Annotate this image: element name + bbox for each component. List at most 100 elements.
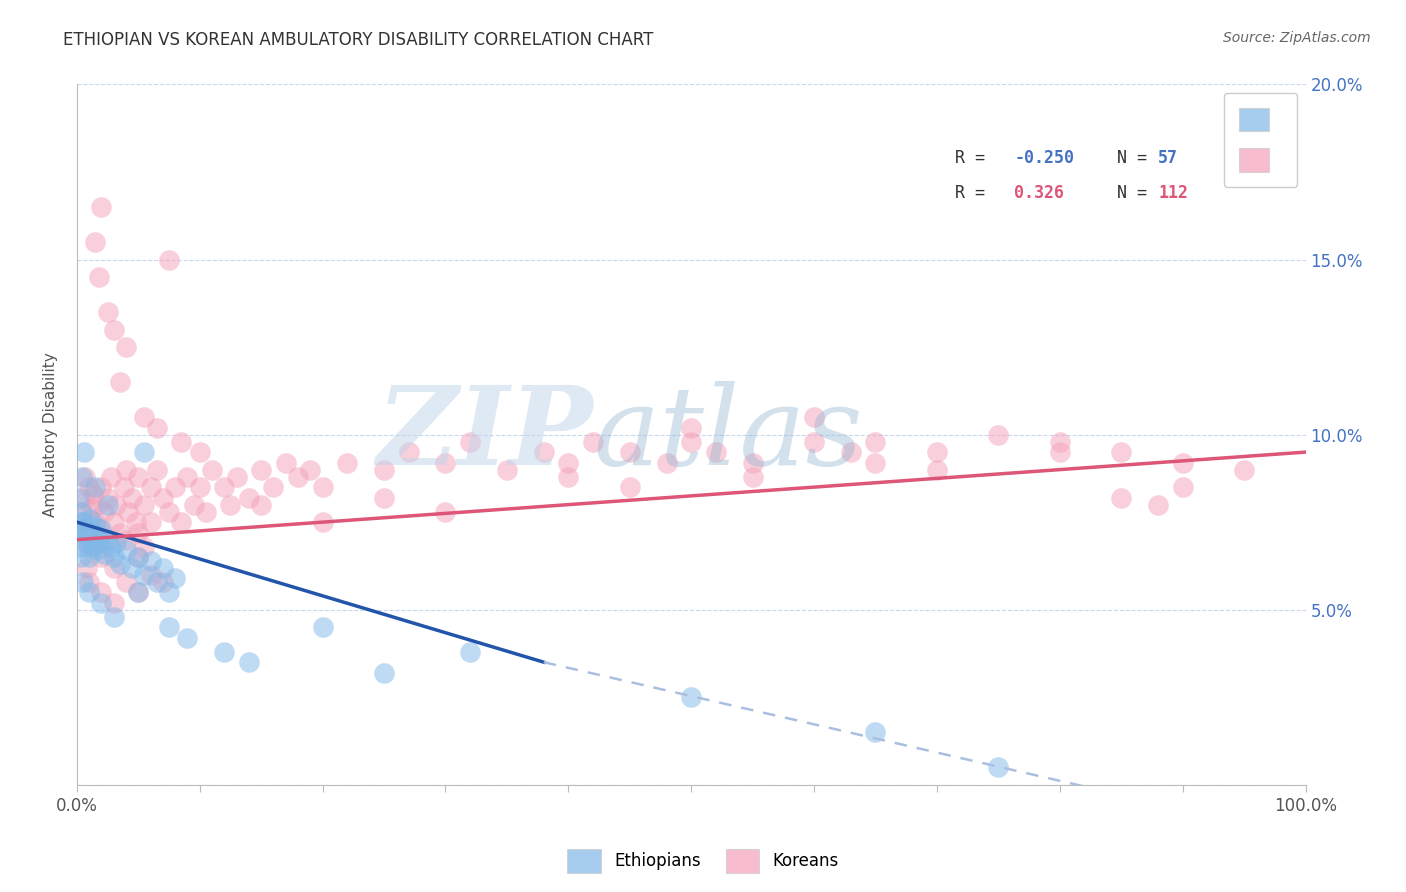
Point [67,491,90,505]
Point [134,410,156,425]
Point [97,533,120,547]
Point [79,511,101,525]
Point [69,515,91,529]
Text: N =: N = [1097,184,1157,202]
Point [108,375,131,389]
Point [655,456,678,470]
Point [115,340,138,354]
Point [1171,456,1194,470]
Point [139,567,162,582]
Point [176,469,198,483]
Point [90,480,112,494]
Point [152,491,174,505]
Point [214,645,236,659]
Point [127,525,149,540]
Text: N =: N = [1097,149,1157,167]
Point [77,540,100,554]
Point [741,469,763,483]
Point [103,322,125,336]
Point [188,445,211,459]
Point [1109,491,1132,505]
Text: atlas: atlas [593,381,862,488]
Point [86,498,108,512]
Point [183,498,205,512]
Point [121,560,143,574]
Text: 112: 112 [1159,184,1188,202]
Point [72,491,94,505]
Point [75,469,97,483]
Point [84,518,107,533]
Point [152,574,174,589]
Point [105,498,128,512]
Point [139,480,162,494]
Point [72,525,94,540]
Point [90,522,112,536]
Point [170,434,193,449]
Point [73,533,96,547]
Point [865,434,887,449]
Y-axis label: Ambulatory Disability: Ambulatory Disability [44,352,58,517]
Point [311,620,333,634]
Point [1049,445,1071,459]
Point [121,491,143,505]
Point [225,469,247,483]
Point [434,505,457,519]
Point [287,469,309,483]
Point [127,585,149,599]
Point [77,518,100,533]
Point [80,501,103,516]
Point [134,445,156,459]
Point [704,445,727,459]
Point [76,560,98,574]
Point [865,456,887,470]
Point [145,574,167,589]
Point [557,456,579,470]
Point [82,487,104,501]
Point [72,574,94,589]
Point [681,434,703,449]
Point [238,491,260,505]
Point [311,480,333,494]
Point [84,480,107,494]
Point [125,515,148,529]
Point [373,665,395,680]
Point [84,515,107,529]
Point [90,200,112,214]
Point [157,585,180,599]
Point [139,515,162,529]
Point [274,456,297,470]
Point [93,505,115,519]
Point [103,596,125,610]
Point [90,585,112,599]
Point [458,645,481,659]
Point [77,585,100,599]
Point [619,480,641,494]
Point [145,462,167,476]
Point [97,491,120,505]
Point [188,480,211,494]
Point [127,585,149,599]
Point [1171,480,1194,494]
Point [145,420,167,434]
Point [987,427,1010,442]
Point [108,557,131,571]
Point [112,480,135,494]
Point [82,540,104,554]
Text: -0.250: -0.250 [1014,149,1074,167]
Point [238,655,260,669]
Point [90,550,112,565]
Point [127,469,149,483]
Point [97,305,120,319]
Point [87,529,110,543]
Point [803,434,825,449]
Point [73,515,96,529]
Point [201,462,224,476]
Point [803,410,825,425]
Point [80,533,103,547]
Point [100,469,122,483]
Legend: Ethiopians, Koreans: Ethiopians, Koreans [561,842,845,880]
Point [72,540,94,554]
Point [76,525,98,540]
Point [1049,434,1071,449]
Point [139,554,162,568]
